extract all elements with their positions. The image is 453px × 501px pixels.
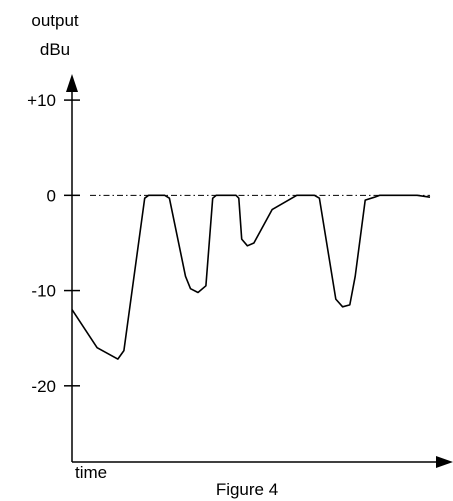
y-axis-label-line2: dBu (40, 40, 70, 59)
y-tick-label: 0 (47, 186, 56, 205)
x-axis-arrow (436, 456, 453, 468)
y-tick-label: -20 (31, 377, 56, 396)
figure-caption: Figure 4 (216, 480, 278, 499)
y-axis-label-line1: output (31, 11, 79, 30)
y-ticks: +10 0 -10 -20 (27, 91, 80, 396)
x-axis-label: time (75, 463, 107, 482)
series-line (71, 194, 431, 360)
y-axis-arrow (66, 74, 78, 92)
y-tick-label: +10 (27, 91, 56, 110)
y-tick-label: -10 (31, 282, 56, 301)
